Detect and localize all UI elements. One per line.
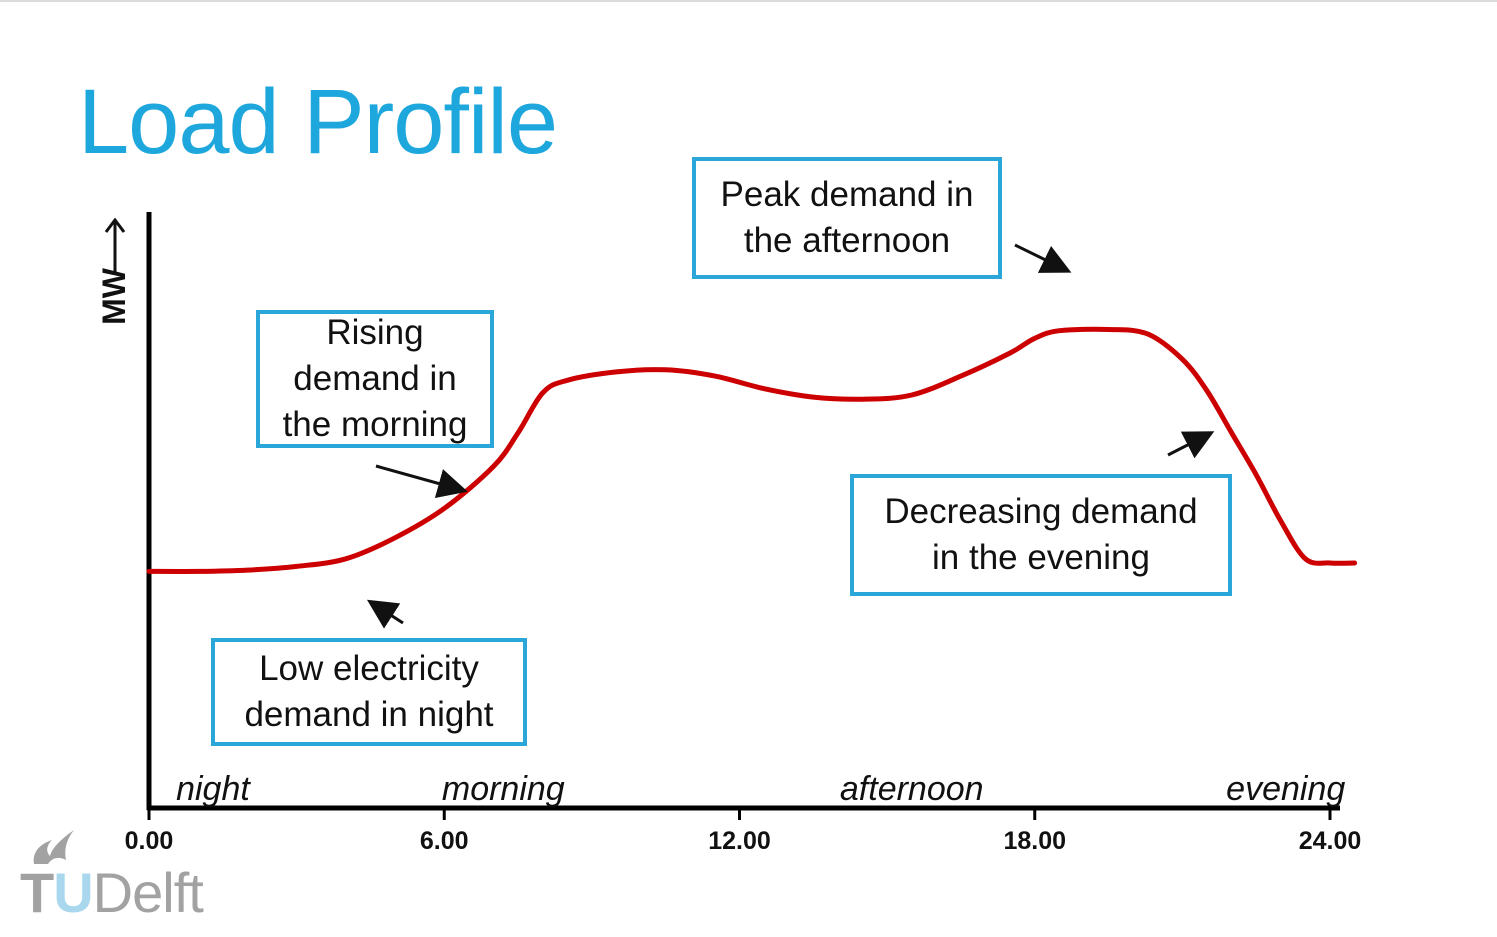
callout-line: Rising [326,313,424,352]
logo-word-delft: Delft [92,861,204,924]
x-tick-label: 18.00 [1003,827,1066,855]
slide-title: Load Profile [78,71,558,173]
top-rule [0,0,1497,2]
x-tick-label: 6.00 [420,827,469,855]
tudelft-logo: TUDelft [20,860,204,925]
callout-line: Peak demand in [720,175,974,214]
period-label: evening [1226,770,1345,808]
tudelft-flame-icon [33,830,74,864]
callout-line: the afternoon [743,221,951,260]
callout-low-night: Low electricity demand in night [211,638,527,746]
y-axis-up-arrow-icon [104,218,126,272]
x-tick-label: 12.00 [708,827,771,855]
logo-letter-t: T [20,861,54,924]
x-tick-label: 24.00 [1299,827,1362,855]
period-label: night [176,770,251,808]
load-curve-series [146,326,1358,574]
callout-line: demand in [293,359,457,398]
callout-decreasing-evening: Decreasing demand in the evening [850,474,1232,596]
period-label: morning [442,770,565,808]
peak-pointer-arrow [1014,243,1072,273]
logo-letter-u: U [53,861,93,924]
callout-line: Decreasing demand [884,492,1198,531]
night-pointer-arrow [366,599,404,629]
callout-rising-morning: Rising demand in the morning [256,310,494,448]
callout-peak-afternoon: Peak demand in the afternoon [692,157,1002,279]
decreasing-pointer-arrow [1167,431,1215,459]
callout-line: Low electricity [259,649,479,688]
y-axis-label: MW [95,268,132,325]
callout-line: demand in night [244,695,494,734]
rising-pointer-arrow [375,464,468,498]
callout-line: in the evening [932,538,1150,577]
x-tick-label: 0.00 [125,827,174,855]
callout-line: the morning [282,405,468,444]
period-label: afternoon [840,770,984,808]
